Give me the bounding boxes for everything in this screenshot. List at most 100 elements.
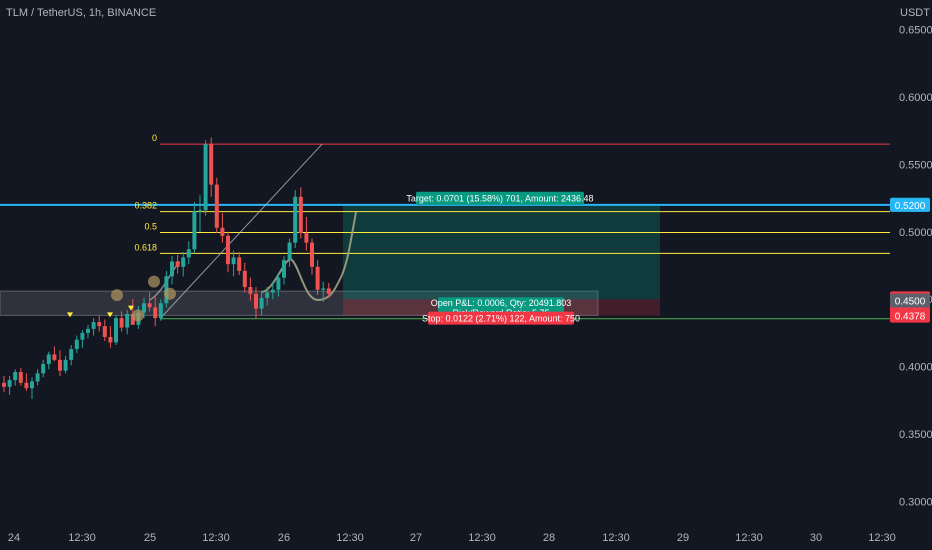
candle-body[interactable] (158, 303, 163, 319)
candle-body[interactable] (231, 257, 236, 265)
candle-body[interactable] (209, 144, 214, 185)
candle-body[interactable] (242, 270, 247, 288)
price-tick-label: 0.5500 (899, 159, 932, 171)
candle-body[interactable] (24, 382, 29, 389)
candle-body[interactable] (91, 322, 96, 329)
candle-body[interactable] (125, 314, 130, 328)
candle-body[interactable] (248, 287, 253, 294)
candle-body[interactable] (52, 354, 57, 360)
signal-triangle (67, 312, 73, 318)
candle-body[interactable] (147, 303, 152, 308)
candle-body[interactable] (18, 371, 23, 383)
candle-body[interactable] (170, 261, 174, 277)
candle-body[interactable] (270, 289, 275, 293)
candle-body[interactable] (2, 382, 6, 387)
candle-body[interactable] (80, 332, 85, 340)
price-tick-label: 0.3500 (899, 429, 932, 441)
candle-body[interactable] (198, 210, 202, 212)
candle-body[interactable] (35, 373, 40, 382)
candle-body[interactable] (97, 322, 102, 327)
pnl-label: Open P&L: 0.0006, Qty: 20491.803 (431, 298, 572, 308)
candle-body[interactable] (69, 349, 74, 360)
price-tick-label: 0.6500 (899, 25, 932, 37)
candles-layer (2, 137, 331, 399)
stop-label: Stop: 0.0122 (2.71%) 122, Amount: 750 (422, 314, 580, 324)
price-badge (890, 308, 930, 323)
candle-body[interactable] (315, 266, 320, 290)
candle-body[interactable] (293, 196, 298, 243)
overlays-layer: Target: 0.0701 (15.58%) 701, Amount: 243… (67, 191, 594, 325)
time-tick-label: 12:30 (735, 532, 763, 544)
candle-body[interactable] (114, 318, 118, 343)
candle-body[interactable] (226, 235, 230, 265)
signal-triangle (128, 305, 134, 311)
price-tick-label: 0.3000 (899, 496, 932, 508)
candle-body[interactable] (153, 307, 158, 319)
candle-body[interactable] (74, 339, 79, 350)
signal-circle (148, 275, 160, 288)
candle-body[interactable] (265, 292, 270, 298)
time-tick-label: 12:30 (336, 532, 364, 544)
candle-body[interactable] (254, 293, 258, 309)
candle-body[interactable] (58, 359, 62, 371)
candle-body[interactable] (214, 184, 219, 228)
candle-body[interactable] (203, 144, 208, 211)
levels-layer: 0 0.382 0.5 0.618 (0, 133, 890, 320)
time-tick-label: 30 (810, 532, 822, 544)
candle-body[interactable] (298, 196, 303, 234)
candle-body[interactable] (259, 297, 264, 309)
candle-body[interactable] (7, 380, 12, 387)
candle-body[interactable] (181, 257, 186, 267)
candle-body[interactable] (186, 249, 191, 258)
candle-body[interactable] (142, 303, 146, 313)
candle-body[interactable] (102, 326, 107, 337)
candle-body[interactable] (46, 354, 51, 364)
candle-body[interactable] (86, 328, 90, 333)
price-badge-label: 0.4378 (895, 312, 926, 323)
candle-body[interactable] (304, 233, 309, 243)
time-tick-label: 25 (144, 532, 156, 544)
time-tick-label: 12:30 (868, 532, 896, 544)
time-tick-label: 12:30 (468, 532, 496, 544)
candle-body[interactable] (287, 242, 292, 261)
candle-body[interactable] (282, 260, 286, 278)
candle-body[interactable] (326, 288, 331, 294)
candle-body[interactable] (130, 314, 135, 325)
candle-body[interactable] (276, 277, 281, 290)
time-tick-label: 29 (677, 532, 689, 544)
candle-body[interactable] (220, 227, 225, 236)
fib-0.382-label: 0.382 (134, 201, 157, 211)
currency-label: USDT (900, 7, 930, 19)
candle-body[interactable] (63, 359, 68, 371)
candle-body[interactable] (175, 261, 180, 267)
price-badge-label: 0.5200 (895, 201, 926, 212)
price-badge (890, 197, 930, 212)
fib-0.5-label: 0.5 (144, 221, 157, 231)
candle-body[interactable] (41, 363, 46, 374)
candle-body[interactable] (119, 318, 124, 328)
candle-body[interactable] (192, 211, 197, 250)
stop-badge (428, 311, 574, 325)
time-axis[interactable]: 24 12:30 25 12:30 26 12:30 27 12:30 28 12:30 29 12:… (8, 532, 896, 544)
candle-body[interactable] (237, 257, 242, 271)
time-tick-label: 26 (278, 532, 290, 544)
candle-body[interactable] (108, 336, 113, 343)
candle-body[interactable] (310, 242, 314, 267)
target-badge (416, 191, 584, 205)
symbol-title: TLM / TetherUS, 1h, BINANCE (6, 7, 156, 19)
candle-body[interactable] (13, 371, 18, 381)
signal-circle (132, 309, 144, 322)
price-tick-label: 0.6000 (899, 92, 932, 104)
time-tick-label: 12:30 (68, 532, 96, 544)
time-tick-label: 12:30 (202, 532, 230, 544)
candle-body[interactable] (321, 288, 326, 290)
price-axis[interactable]: 0.6500 0.6000 0.5500 0.5000 0.4500 0.4000 0.35… (890, 25, 932, 509)
signal-triangle (107, 312, 113, 318)
time-tick-label: 28 (543, 532, 555, 544)
price-tick-label: 0.4000 (899, 362, 932, 374)
candle-body[interactable] (30, 381, 34, 389)
target-label: Target: 0.0701 (15.58%) 701, Amount: 243… (406, 194, 593, 204)
